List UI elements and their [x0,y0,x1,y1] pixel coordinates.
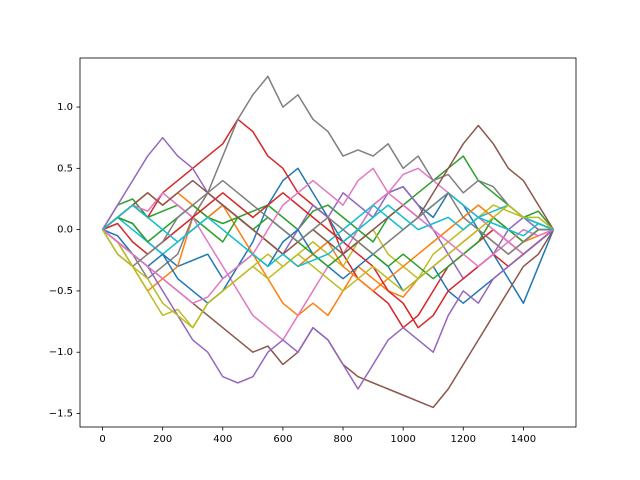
y-tick-label: 0.5 [57,163,73,174]
x-tick-label: 200 [153,434,172,445]
y-tick-label: −1.0 [49,347,73,358]
series-line [101,204,554,329]
y-tick-label: −0.5 [49,286,73,297]
series-line [102,124,555,255]
x-tick-label: 800 [333,434,352,445]
series-line [102,204,554,268]
x-tick-label: 1000 [390,434,415,445]
x-tick-label: 0 [99,434,105,445]
x-tick-label: 1400 [511,434,536,445]
y-tick-label: 1.0 [57,102,73,113]
y-tick-label: −1.5 [49,409,73,420]
series-line [102,75,554,280]
series-line [102,229,555,409]
y-tick-label: 0.0 [57,225,73,236]
series-line [102,167,554,304]
x-tick-label: 400 [213,434,232,445]
x-tick-label: 1200 [451,434,476,445]
plot-frame [79,57,577,428]
x-tick-label: 600 [273,434,292,445]
